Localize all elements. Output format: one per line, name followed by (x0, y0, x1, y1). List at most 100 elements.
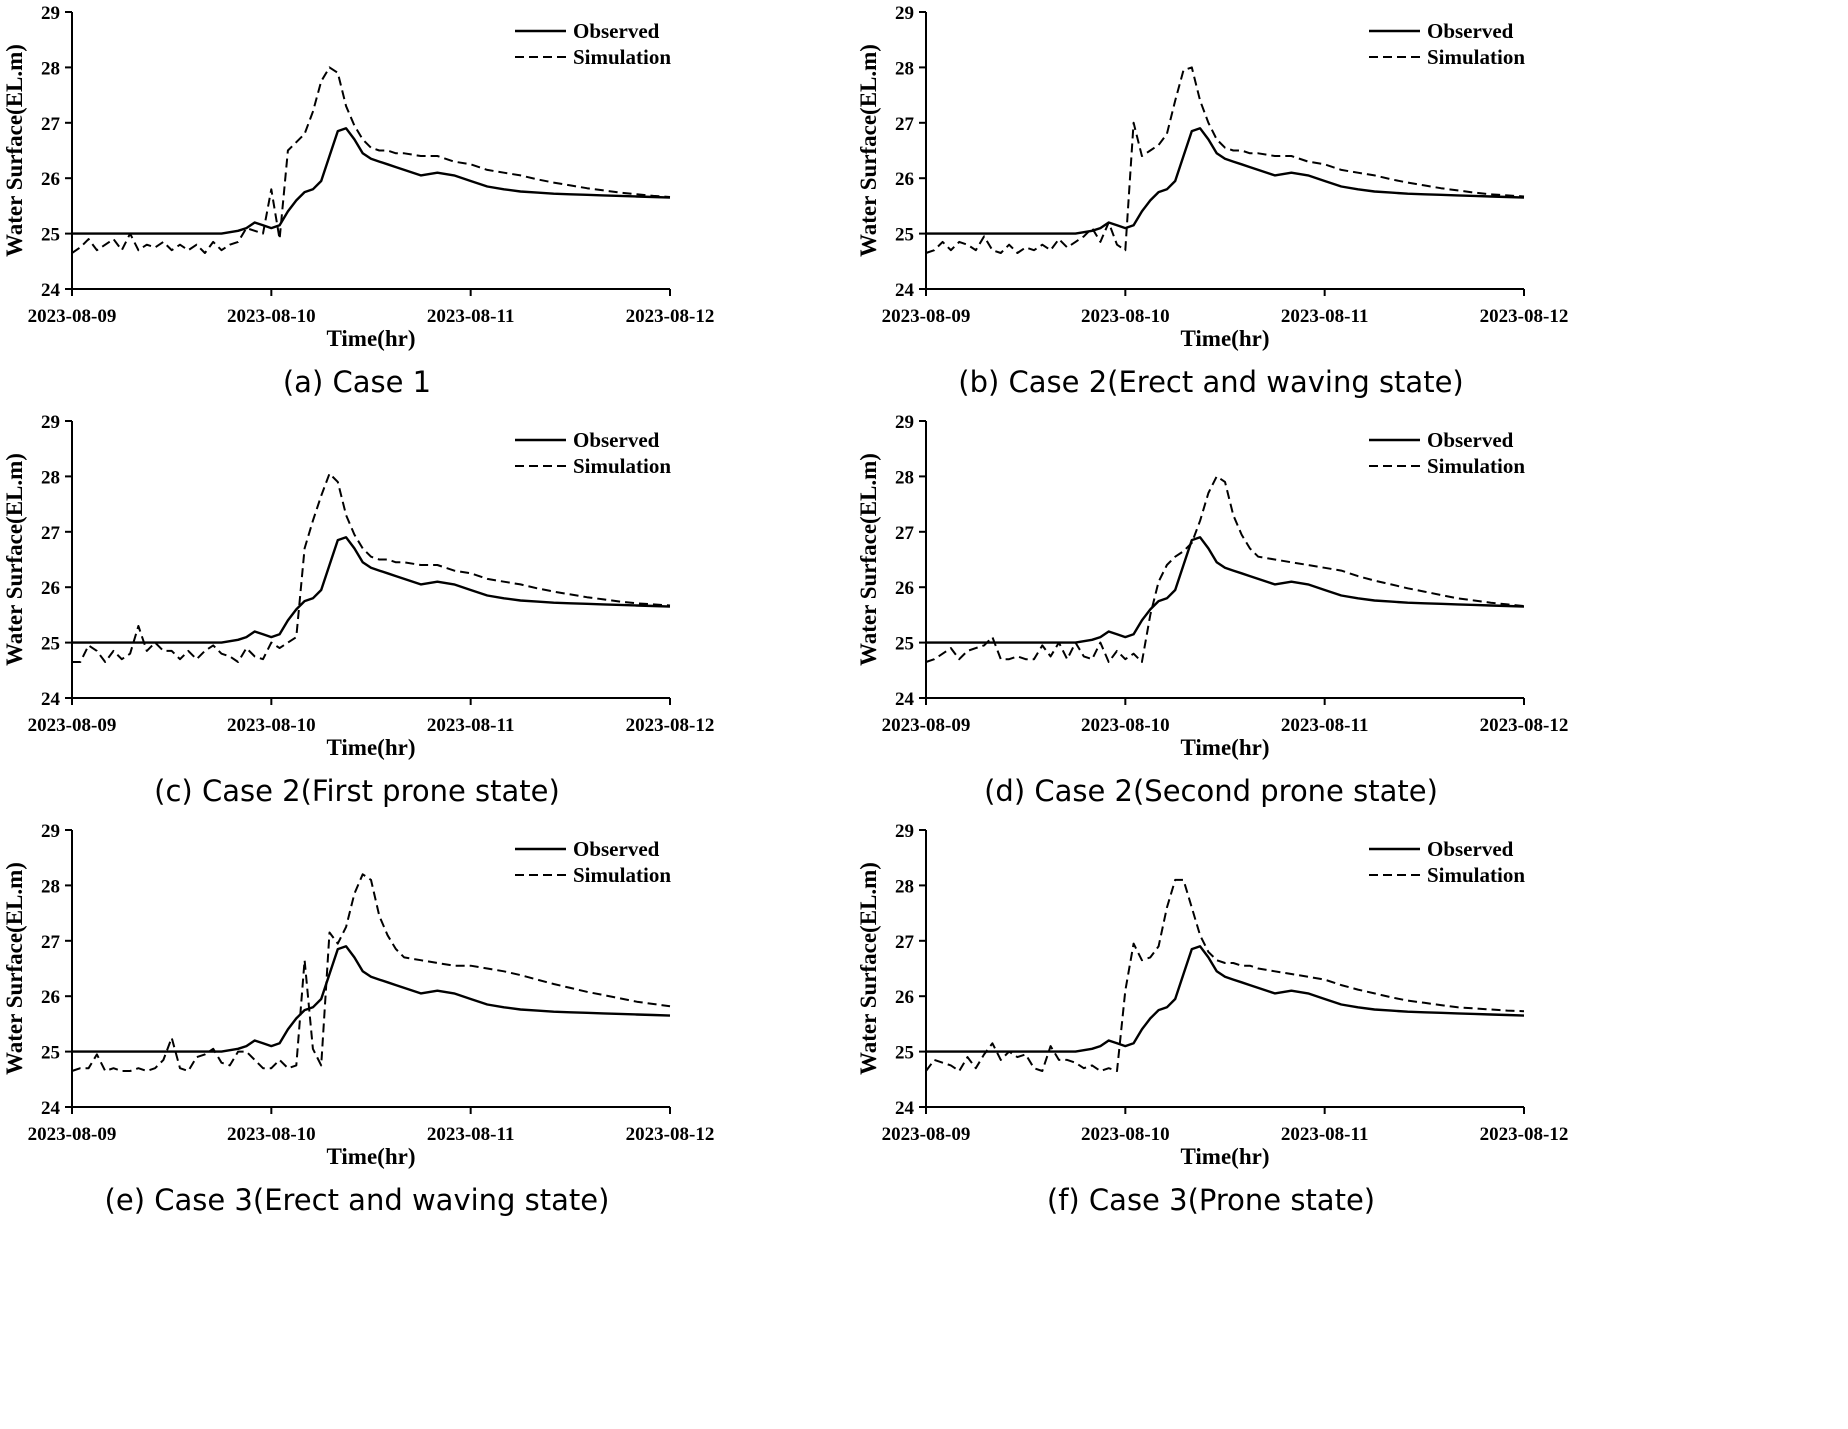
y-tick-label: 27 (895, 932, 915, 953)
chart-panel: 24 25 26 27 28 29 2023-08-09 2023-08-10 2023-08-… (2, 3, 715, 399)
legend-label-observed: Observed (573, 837, 660, 861)
x-axis-title: Time(hr) (326, 1144, 415, 1169)
y-tick-label: 26 (895, 578, 914, 599)
y-tick-label: 29 (895, 821, 914, 842)
y-tick-label: 28 (895, 58, 914, 79)
y-tick-label: 28 (41, 467, 60, 488)
x-tick-label: 2023-08-09 (882, 306, 971, 327)
x-axis-title: Time(hr) (326, 735, 415, 760)
x-tick-label: 2023-08-09 (28, 306, 117, 327)
x-tick-label: 2023-08-12 (1480, 1124, 1569, 1145)
chart-panel: 24 25 26 27 28 29 2023-08-09 2023-08-10 2023-08-… (856, 412, 1569, 808)
y-tick-label: 26 (895, 169, 914, 190)
legend-label-simulation: Simulation (573, 45, 671, 69)
y-tick-label: 25 (895, 634, 914, 655)
legend-label-simulation: Simulation (1427, 863, 1525, 887)
y-tick-label: 24 (41, 1098, 61, 1119)
series-line-simulation (925, 475, 1525, 663)
y-tick-label: 24 (41, 689, 61, 710)
y-tick-label: 24 (41, 280, 61, 301)
y-axis-title: Water Surface(EL.m) (2, 44, 27, 257)
chart-panel: 24 25 26 27 28 29 2023-08-09 2023-08-10 2023-08-… (856, 3, 1569, 399)
y-tick-label: 29 (895, 412, 914, 433)
x-tick-label: 2023-08-11 (427, 1124, 515, 1145)
x-tick-label: 2023-08-11 (1281, 306, 1369, 327)
legend-label-observed: Observed (573, 428, 660, 452)
x-tick-label: 2023-08-12 (626, 715, 715, 736)
y-tick-label: 29 (41, 3, 60, 24)
panel-caption: (f) Case 3(Prone state) (1047, 1183, 1375, 1217)
x-tick-label: 2023-08-10 (227, 306, 316, 327)
x-tick-label: 2023-08-10 (227, 715, 316, 736)
y-tick-label: 29 (41, 412, 60, 433)
chart-panel: 24 25 26 27 28 29 2023-08-09 2023-08-10 2023-08-… (2, 412, 715, 808)
y-tick-label: 26 (41, 578, 60, 599)
x-axis-title: Time(hr) (1180, 1144, 1269, 1169)
legend-label-observed: Observed (1427, 428, 1514, 452)
legend-label-observed: Observed (1427, 837, 1514, 861)
x-tick-label: 2023-08-09 (28, 1124, 117, 1145)
panel-caption: (a) Case 1 (283, 365, 431, 399)
y-tick-label: 27 (41, 932, 61, 953)
series-line-observed (926, 945, 1525, 1053)
x-axis-title: Time(hr) (1180, 326, 1269, 351)
x-tick-label: 2023-08-09 (882, 1124, 971, 1145)
legend-label-observed: Observed (573, 19, 660, 43)
x-tick-label: 2023-08-10 (1081, 306, 1170, 327)
x-tick-label: 2023-08-11 (427, 715, 515, 736)
series-line-simulation (925, 878, 1525, 1072)
x-tick-label: 2023-08-11 (1281, 715, 1369, 736)
x-tick-label: 2023-08-11 (427, 306, 515, 327)
series-line-simulation (71, 66, 671, 254)
y-tick-label: 27 (41, 114, 61, 135)
y-tick-label: 29 (41, 821, 60, 842)
y-tick-label: 27 (41, 523, 61, 544)
y-tick-label: 25 (41, 1043, 60, 1064)
y-tick-label: 25 (41, 634, 60, 655)
x-tick-label: 2023-08-12 (1480, 306, 1569, 327)
x-tick-label: 2023-08-10 (1081, 1124, 1170, 1145)
y-tick-label: 28 (895, 467, 914, 488)
y-tick-label: 26 (41, 169, 60, 190)
panel-caption: (e) Case 3(Erect and waving state) (105, 1183, 610, 1217)
series-line-observed (926, 536, 1525, 644)
y-tick-label: 26 (895, 987, 914, 1008)
legend-label-simulation: Simulation (573, 454, 671, 478)
chart-panel: 24 25 26 27 28 29 2023-08-09 2023-08-10 2023-08-… (856, 821, 1569, 1217)
y-axis-title: Water Surface(EL.m) (856, 862, 881, 1075)
panel-caption: (b) Case 2(Erect and waving state) (958, 365, 1463, 399)
y-tick-label: 24 (895, 280, 915, 301)
y-tick-label: 27 (895, 114, 915, 135)
y-tick-label: 24 (895, 689, 915, 710)
y-tick-label: 25 (41, 225, 60, 246)
y-tick-label: 25 (895, 1043, 914, 1064)
x-tick-label: 2023-08-11 (1281, 1124, 1369, 1145)
y-tick-label: 26 (41, 987, 60, 1008)
legend-label-simulation: Simulation (1427, 454, 1525, 478)
legend-label-simulation: Simulation (573, 863, 671, 887)
series-line-observed (926, 127, 1525, 235)
legend-label-observed: Observed (1427, 19, 1514, 43)
x-tick-label: 2023-08-09 (28, 715, 117, 736)
series-line-simulation (71, 873, 671, 1072)
series-line-simulation (72, 472, 671, 663)
x-tick-label: 2023-08-12 (626, 306, 715, 327)
y-tick-label: 29 (895, 3, 914, 24)
y-tick-label: 28 (41, 58, 60, 79)
y-axis-title: Water Surface(EL.m) (856, 44, 881, 257)
x-tick-label: 2023-08-12 (626, 1124, 715, 1145)
series-line-simulation (925, 66, 1525, 254)
y-axis-title: Water Surface(EL.m) (856, 453, 881, 666)
series-line-observed (72, 127, 671, 235)
panel-caption: (c) Case 2(First prone state) (154, 774, 560, 808)
y-axis-title: Water Surface(EL.m) (2, 862, 27, 1075)
series-line-observed (72, 945, 671, 1053)
y-tick-label: 25 (895, 225, 914, 246)
legend-label-simulation: Simulation (1427, 45, 1525, 69)
x-tick-label: 2023-08-12 (1480, 715, 1569, 736)
x-axis-title: Time(hr) (326, 326, 415, 351)
x-axis-title: Time(hr) (1180, 735, 1269, 760)
x-tick-label: 2023-08-09 (882, 715, 971, 736)
y-tick-label: 24 (895, 1098, 915, 1119)
